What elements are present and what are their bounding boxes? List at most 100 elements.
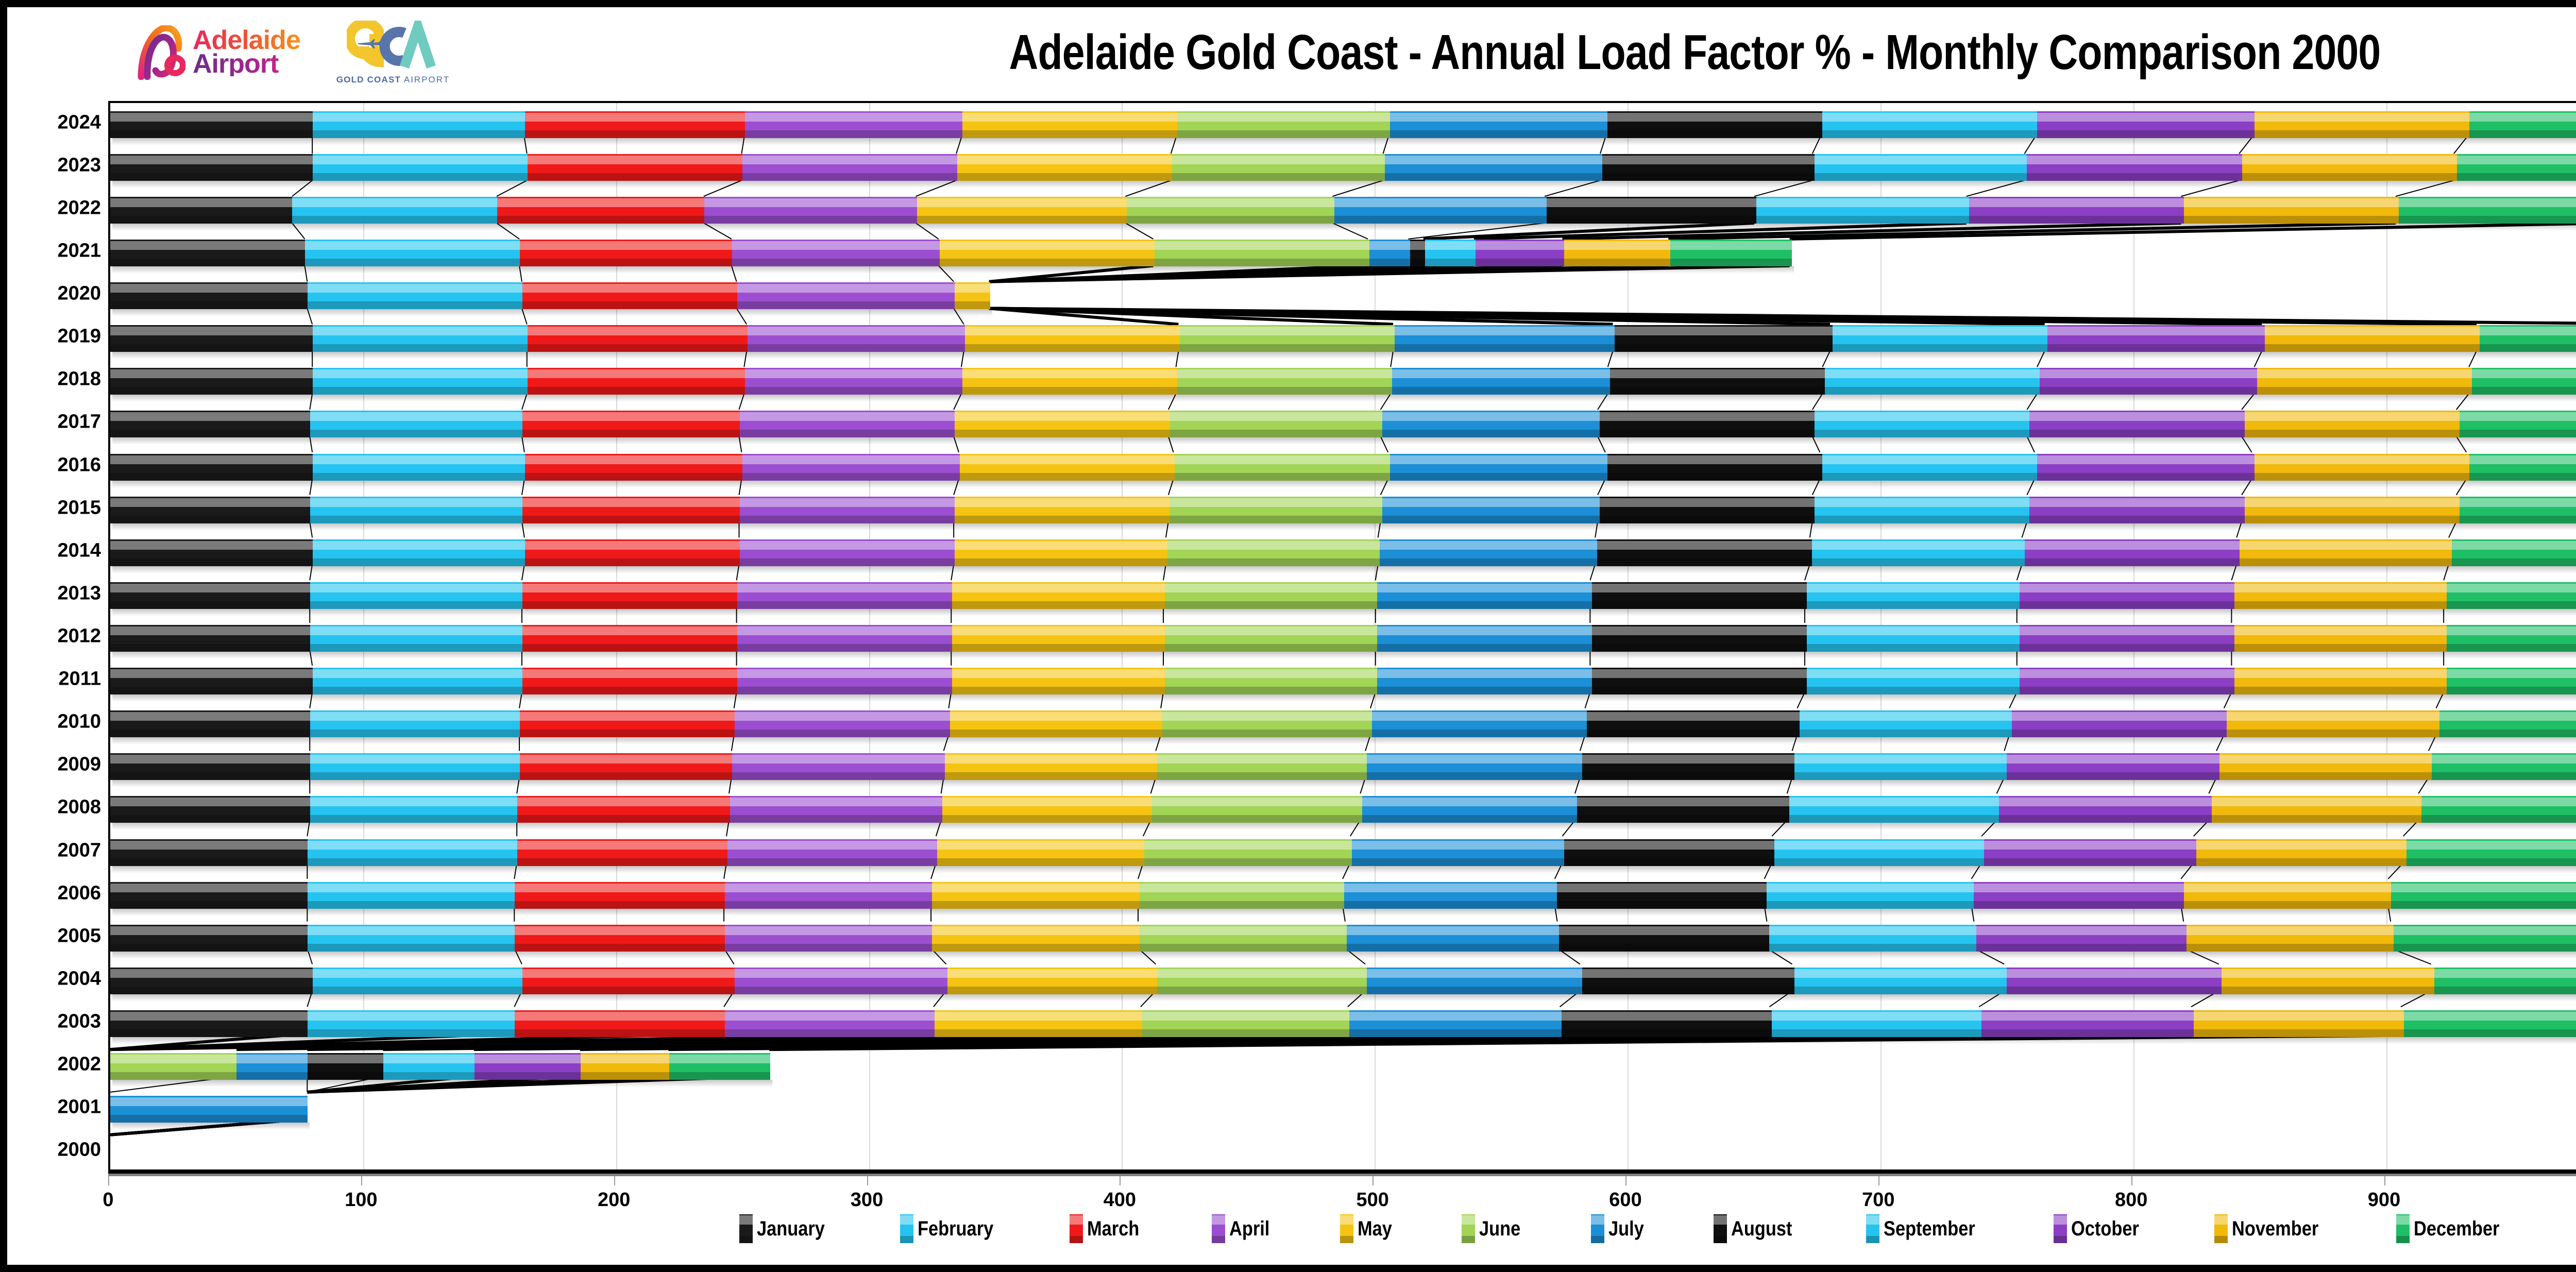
legend-swatch-icon <box>2054 1214 2067 1243</box>
legend-swatch-icon <box>1866 1214 1879 1243</box>
bar-segment <box>1602 154 1817 188</box>
bar-segment <box>1771 1010 1984 1045</box>
legend-item[interactable]: July <box>1590 1214 1650 1243</box>
bar-segment <box>737 625 955 659</box>
table-row <box>110 668 2576 702</box>
bar-segment <box>740 496 957 531</box>
bar-segment <box>1599 496 1817 531</box>
x-axis: 01002003004005006007008009001,0001,1001,… <box>103 1172 2576 1228</box>
bar-segment <box>2406 839 2576 873</box>
table-row <box>110 839 2576 873</box>
bar-segment <box>1582 753 1797 788</box>
bar-segment <box>950 710 1164 745</box>
bar-segment <box>2398 196 2576 231</box>
bar-segment <box>524 111 747 145</box>
bar-segment <box>1815 411 2032 445</box>
bar-segment <box>1807 625 2022 659</box>
legend-label: March <box>1087 1217 1140 1240</box>
bar-segment <box>522 282 740 317</box>
bar-segment <box>1170 496 1384 531</box>
bar-segment <box>1807 582 2022 616</box>
bar-segment <box>310 710 522 745</box>
bar-segment <box>1822 453 2040 488</box>
bar-segment <box>747 325 967 360</box>
bar-segment <box>2242 154 2459 188</box>
bar-segment <box>312 967 525 1002</box>
bar-segment <box>955 411 1172 445</box>
bar-segment <box>110 625 312 659</box>
bar-segment <box>737 582 955 616</box>
table-row <box>110 539 2576 573</box>
legend-item[interactable]: January <box>739 1214 836 1243</box>
bar-segment <box>527 368 747 402</box>
bar-segment <box>1476 239 1567 274</box>
bar-segment <box>1607 111 1824 145</box>
y-axis-labels: 2024 2023 2022 2021 2020 2019 2018 2017 2016 2015… <box>7 98 108 1175</box>
bar-segment <box>312 368 530 402</box>
bar-segment <box>1180 325 1397 360</box>
y-axis-tick-label: 2009 <box>57 753 101 775</box>
legend-item[interactable]: March <box>1069 1214 1148 1243</box>
legend-item[interactable]: October <box>2054 1214 2150 1243</box>
bar-segment <box>312 453 527 488</box>
plot-frame <box>108 101 2576 1172</box>
x-axis-tick <box>1625 1176 1626 1185</box>
bar-segment <box>2421 796 2576 830</box>
table-row <box>110 582 2576 616</box>
bar-segment <box>1607 453 1824 488</box>
bar-segment <box>1334 196 1549 231</box>
y-axis-tick-label: 2023 <box>57 154 101 176</box>
bar-segment <box>2456 154 2576 188</box>
legend-item[interactable]: February <box>900 1214 1006 1243</box>
bar-segment <box>236 1053 310 1088</box>
bar-segment <box>944 753 1160 788</box>
y-axis-tick-label: 2022 <box>57 197 101 219</box>
bar-segment <box>1152 796 1364 830</box>
bar-segment <box>962 368 1180 402</box>
bar-segment <box>1384 154 1604 188</box>
x-axis-tick-label: 400 <box>1103 1189 1137 1211</box>
legend-swatch-icon <box>1211 1214 1225 1243</box>
bar-segment <box>2255 111 2472 145</box>
y-axis-tick-label: 2000 <box>57 1139 101 1161</box>
table-row <box>110 881 2576 916</box>
bar-segment <box>957 154 1175 188</box>
bar-segment <box>1167 539 1382 573</box>
x-axis-tick <box>867 1176 868 1185</box>
bar-segment <box>110 710 312 745</box>
bar-segment <box>1382 411 1602 445</box>
legend-item[interactable]: June <box>1461 1214 1527 1243</box>
bar-segment <box>952 625 1167 659</box>
bar-segment <box>1815 496 2032 531</box>
bar-segment <box>522 496 742 531</box>
table-row <box>110 325 2576 360</box>
x-axis-tick-label: 0 <box>103 1189 114 1211</box>
adelaide-airport-line2: Airport <box>193 50 300 77</box>
bar-segment <box>2459 496 2576 531</box>
bar-segment <box>517 796 732 830</box>
bar-segment <box>307 881 517 916</box>
bar-segment <box>1981 1010 2196 1045</box>
legend-item[interactable]: May <box>1340 1214 1398 1243</box>
bar-segment <box>1164 582 1380 616</box>
adelaide-airport-wordmark: Adelaide Airport <box>193 27 301 77</box>
table-row <box>110 796 2576 830</box>
gca-label-thin: AIRPORT <box>401 74 450 84</box>
legend-item[interactable]: August <box>1713 1214 1802 1243</box>
bar-segment <box>2027 154 2244 188</box>
bar-segment <box>1377 625 1595 659</box>
legend-item[interactable]: April <box>1211 1214 1276 1243</box>
legend-swatch-icon <box>739 1214 753 1243</box>
bar-segment <box>1832 325 2049 360</box>
legend-item[interactable]: September <box>1866 1214 1990 1243</box>
legend-item[interactable]: December <box>2396 1214 2513 1243</box>
legend-label: April <box>1229 1217 1269 1240</box>
x-axis-tick-label: 900 <box>2367 1189 2401 1211</box>
bar-segment <box>960 453 1177 488</box>
table-row <box>110 924 2576 959</box>
bar-segment <box>520 239 735 274</box>
legend-label: February <box>917 1217 993 1240</box>
bar-segment <box>1799 710 2014 745</box>
legend-item[interactable]: November <box>2214 1214 2333 1243</box>
bar-segment <box>520 710 737 745</box>
